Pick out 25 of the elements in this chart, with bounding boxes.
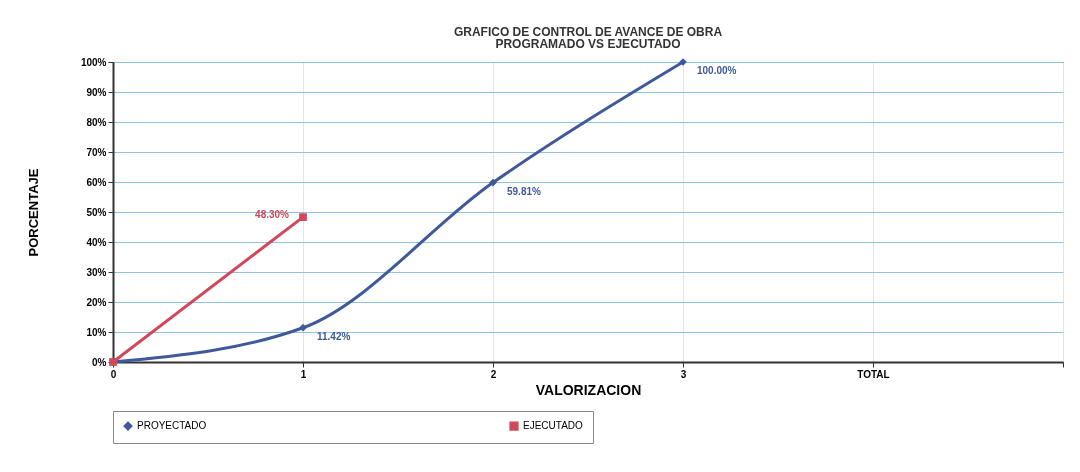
- x-tick-label: 0: [110, 368, 117, 380]
- data-label: 59.81%: [507, 185, 542, 197]
- x-tick-label: 3: [680, 368, 687, 380]
- legend-label: EJECUTADO: [523, 420, 584, 432]
- x-tick-label: TOTAL: [857, 368, 890, 380]
- y-tick-label: 70%: [86, 146, 107, 158]
- y-tick-label: 60%: [86, 176, 107, 188]
- y-tick-label: 10%: [86, 326, 107, 338]
- y-tick-label: 20%: [86, 296, 107, 308]
- legend-label: PROYECTADO: [137, 420, 207, 432]
- y-axis-title: PORCENTAJE: [25, 168, 41, 257]
- chart-subtitle: PROGRAMADO VS EJECUTADO: [495, 37, 681, 51]
- y-tick-label: 30%: [86, 266, 107, 278]
- x-axis-title: VALORIZACION: [535, 381, 642, 398]
- y-tick-label: 50%: [86, 206, 107, 218]
- chart-title: GRAFICO DE CONTROL DE AVANCE DE OBRA: [453, 25, 723, 39]
- y-tick-label: 0%: [92, 356, 107, 368]
- x-tick-label: 2: [490, 368, 497, 380]
- y-tick-label: 40%: [86, 236, 107, 248]
- data-label: 100.00%: [697, 65, 737, 76]
- x-tick-label: 1: [300, 368, 307, 380]
- y-tick-label: 80%: [86, 116, 107, 128]
- y-tick-label: 90%: [86, 86, 107, 98]
- data-label: 11.42%: [317, 330, 351, 342]
- y-tick-label: 100%: [80, 56, 107, 68]
